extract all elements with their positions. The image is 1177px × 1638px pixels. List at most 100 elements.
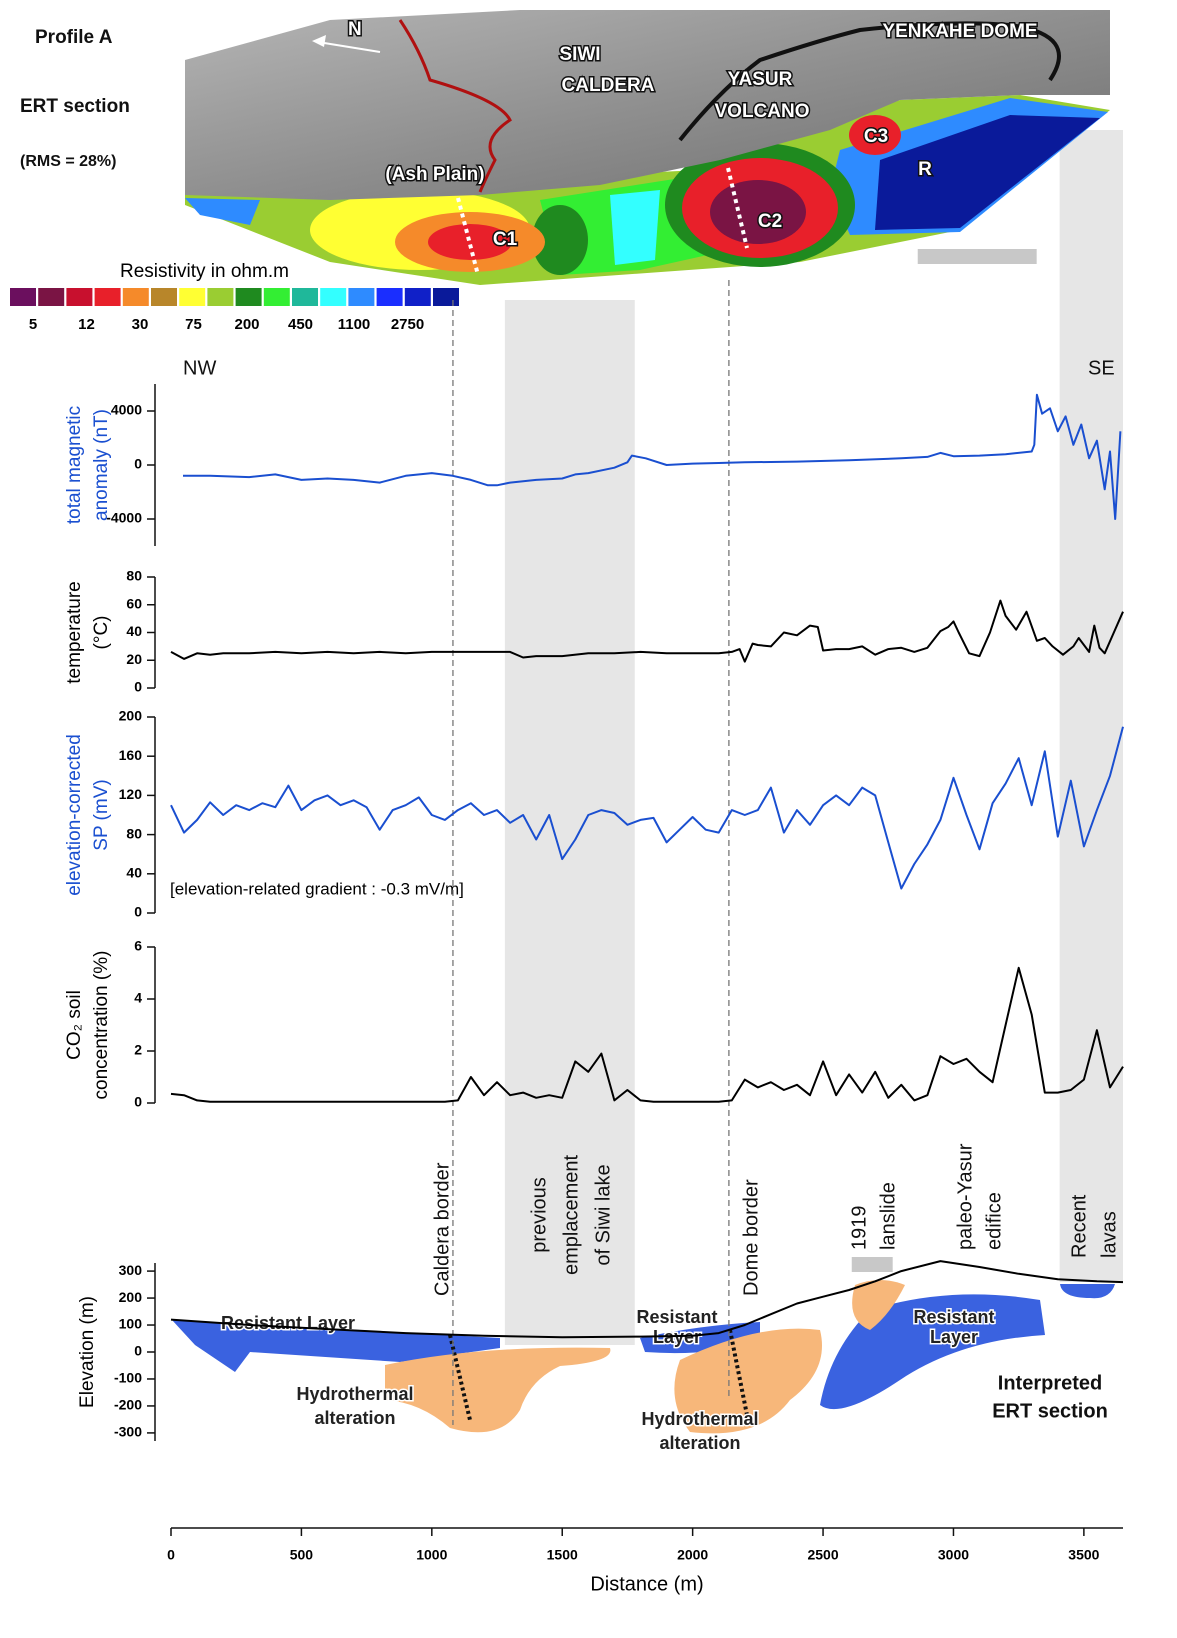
x-axis-title: Distance (m) [590,1573,703,1595]
ert-trace [456,197,480,276]
anomaly-label: C2 [758,211,782,232]
hydrothermal-zone [852,1280,905,1330]
rms: (RMS = 28%) [20,153,116,170]
foreground-layer: 0 500 1000 1500 2000 2500 3000 350040000-4000to… [64,280,1124,1563]
place-label: YASUR [728,69,793,90]
legend-swatch [433,288,459,306]
legend-label: 450 [288,316,313,333]
anomaly-label: C3 [864,126,888,147]
y-tick-label: 0 [134,1094,142,1110]
legend-swatch [66,288,93,306]
y-tick-label: 6 [134,938,142,954]
legend-label: 12 [78,316,95,333]
y-tick-label: 300 [119,1262,143,1278]
y-axis-title: Elevation (m) [77,1296,98,1408]
y-tick-label: -200 [114,1397,142,1413]
y-axis-title: temperature [64,581,85,683]
resistant-layer [1060,1284,1115,1299]
y-tick-label: 4000 [111,402,142,418]
legend-swatch [10,288,36,306]
y-axis-title: total magnetic [64,406,85,524]
ert-red-c1 [428,224,512,260]
legend-label: 75 [185,316,202,333]
resistant-label: Resistant [636,1307,717,1327]
data-line [170,726,1124,890]
fault [448,1334,472,1421]
y-tick-label: 80 [126,568,142,584]
resistivity-legend: 5 12 30 75 200 450 1100 2750 [10,288,459,333]
legend-swatch [376,288,403,306]
y-tick-label: 40 [126,865,142,881]
y-axis-title: anomaly (nT) [91,409,112,521]
place-label: YENKAHE DOME [882,21,1037,42]
dome-rim [678,21,1061,142]
legend-label: 5 [29,316,37,333]
legend-swatch [263,288,290,306]
north-arrow [317,41,381,53]
y-tick-label: 0 [134,1343,142,1359]
zone-label: emplacement [560,1155,582,1276]
ert-section: Profile A ERT section (RMS = 28%) N SIWI… [20,10,1110,285]
legend-label: 1100 [338,316,371,333]
legend-swatch [404,288,431,306]
y-tick-label: 4 [134,990,142,1006]
direction-label: SE [1088,357,1115,379]
legend-label: 200 [234,316,259,333]
place-label: SIWI [559,44,600,65]
y-tick-label: 0 [134,456,142,472]
x-tick-label: 1500 [547,1547,578,1563]
feature-label: edifice [983,1192,1005,1250]
y-tick-label: 2 [134,1042,142,1058]
ert-trace [726,167,749,249]
feature-label: lanslide [877,1182,899,1250]
section-title: ERT section [20,96,130,117]
y-axis-title: CO₂ soil [64,990,85,1060]
y-tick-label: 100 [119,1316,143,1332]
y-tick-label: -100 [114,1370,142,1386]
legend-swatch [348,288,375,306]
legend-label: 30 [132,316,149,333]
y-tick-label: 80 [126,825,142,841]
legend-swatch [94,288,121,306]
place-label: (Ash Plain) [385,164,484,185]
x-tick-label: 2000 [677,1547,708,1563]
feature-label: 1919 [848,1206,870,1251]
y-axis-title: concentration (%) [91,951,112,1100]
y-tick-label: 60 [126,595,142,611]
y-tick-label: -4000 [106,510,142,526]
x-tick-label: 500 [290,1547,314,1563]
resistant-label: Resistant [913,1307,994,1327]
hydrothermal-label: Hydrothermal [641,1409,758,1429]
interpretation-title: Interpreted [998,1372,1102,1394]
x-tick-label: 0 [167,1547,175,1563]
y-axis-title: elevation-corrected [64,734,85,896]
direction-label: NW [183,357,216,379]
caldera-rim [398,19,512,193]
ert-red-c3 [849,115,901,155]
y-tick-label: 120 [119,786,143,802]
y-tick-label: 200 [119,708,143,724]
hydrothermal-label: Hydrothermal [296,1384,413,1404]
border-label: Caldera border [431,1162,453,1296]
data-line [170,599,1124,663]
zone-label: Recent [1068,1194,1090,1258]
ert-deep-blue-r [875,115,1100,230]
zone-label: lavas [1098,1211,1120,1258]
y-tick-label: 20 [126,651,142,667]
legend-swatch [292,288,318,306]
resistant-label: Layer [930,1327,978,1347]
annotation: [elevation-related gradient : -0.3 mV/m] [170,879,464,898]
anomaly-label: R [918,159,932,180]
zone-band [1059,130,1123,1282]
hydrothermal-zone [674,1328,822,1434]
north-label: N [348,19,362,40]
data-line [170,1260,1124,1339]
ert-green-band [532,205,588,275]
y-tick-label: -300 [114,1424,142,1440]
hydrothermal-zone [385,1347,611,1433]
x-tick-label: 1000 [416,1547,447,1563]
ert-blue-left [185,198,260,225]
legend-swatch [151,288,177,306]
legend-swatch [320,288,347,306]
x-tick-label: 3000 [938,1547,969,1563]
